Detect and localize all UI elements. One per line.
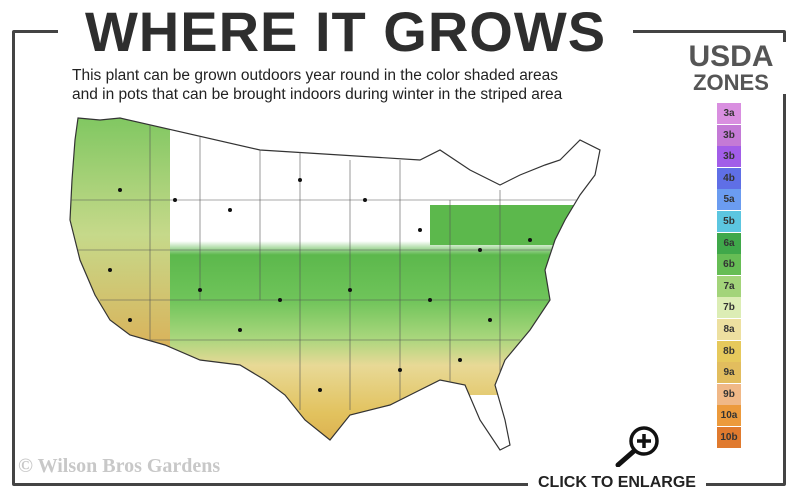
- zone-shading: [70, 118, 600, 450]
- legend-title-usda: USDA: [688, 40, 774, 73]
- legend-zone-3a: 3a: [717, 103, 741, 124]
- legend-title: USDA ZONES: [676, 42, 786, 94]
- legend-zone-10b: 10b: [717, 426, 741, 448]
- magnifier-plus-icon[interactable]: [612, 425, 664, 467]
- city-dots: [108, 178, 532, 392]
- subtitle-line-2: and in pots that can be brought indoors …: [72, 86, 563, 103]
- legend-zone-10a: 10a: [717, 405, 741, 427]
- state-borders: [70, 120, 600, 410]
- click-to-enlarge-button[interactable]: CLICK TO ENLARGE: [528, 474, 706, 492]
- legend-zone-4b: 4b: [717, 167, 741, 189]
- legend-zone-7a: 7a: [717, 275, 741, 297]
- page-title: WHERE IT GROWS: [58, 2, 633, 62]
- subtitle: This plant can be grown outdoors year ro…: [72, 66, 562, 104]
- legend-zone-7b: 7b: [717, 297, 741, 319]
- legend-zone-9a: 9a: [717, 362, 741, 384]
- legend-zone-8a: 8a: [717, 318, 741, 340]
- legend-zone-5a: 5a: [717, 189, 741, 211]
- legend-zone-8b: 8b: [717, 340, 741, 362]
- legend-zone-6a: 6a: [717, 232, 741, 254]
- legend-title-zones: ZONES: [693, 70, 769, 95]
- legend-zone-3b: 3b: [717, 146, 741, 168]
- zone-legend: 3a 3b 3b 4b 5a 5b 6a 6b 7a 7b 8a 8b 9a 9b 10a 10b: [717, 103, 741, 449]
- legend-zone-9b: 9b: [717, 383, 741, 405]
- subtitle-line-1: This plant can be grown outdoors year ro…: [72, 67, 558, 84]
- legend-zone-3b: 3b: [717, 124, 741, 146]
- legend-zone-5b: 5b: [717, 210, 741, 232]
- copyright-watermark: © Wilson Bros Gardens: [18, 455, 221, 477]
- legend-zone-6b: 6b: [717, 254, 741, 276]
